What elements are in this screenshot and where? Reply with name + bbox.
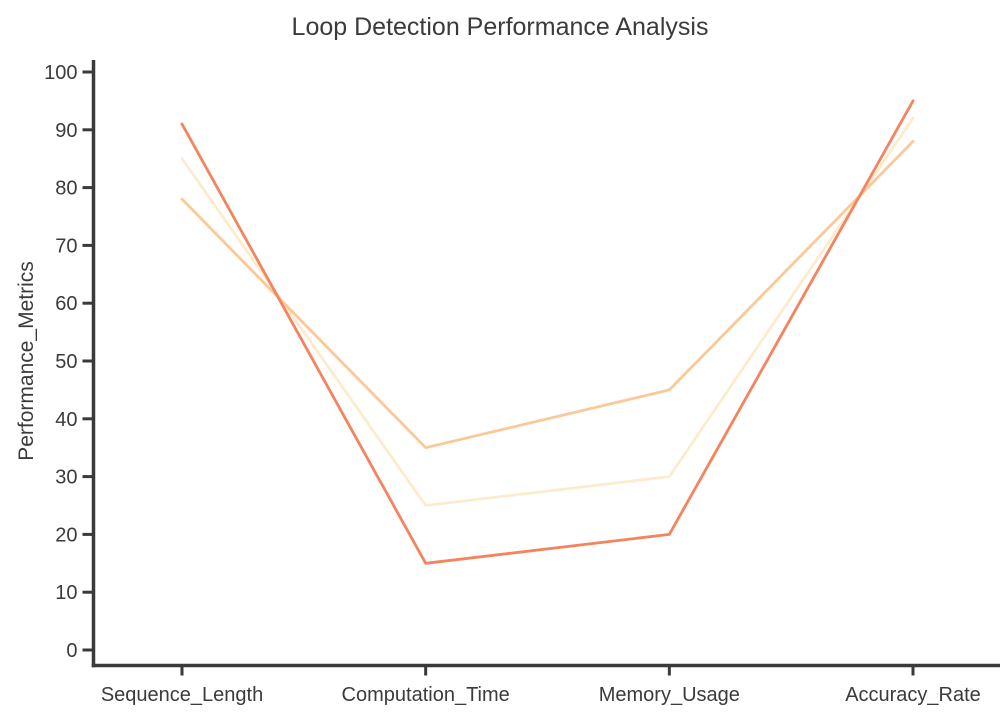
- y-tick-label: 10: [55, 582, 77, 604]
- y-tick-label: 20: [55, 524, 77, 546]
- y-tick-label: 50: [55, 351, 77, 373]
- y-tick-label: 30: [55, 467, 77, 489]
- x-tick-label: Accuracy_Rate: [845, 684, 981, 706]
- x-tick-label: Memory_Usage: [599, 684, 740, 706]
- y-tick-label: 80: [55, 178, 77, 200]
- y-tick-label: 60: [55, 293, 77, 315]
- x-tick-label: Computation_Time: [342, 684, 510, 706]
- series-line-series-3: [180, 99, 915, 565]
- chart-title: Loop Detection Performance Analysis: [291, 13, 709, 41]
- x-tick-label: Sequence_Length: [101, 684, 263, 706]
- y-tick-label: 100: [44, 62, 77, 84]
- y-tick-label: 40: [55, 409, 77, 431]
- y-tick-label: 70: [55, 235, 77, 257]
- y-tick-label: 90: [55, 120, 77, 142]
- y-tick-label: 0: [66, 640, 77, 662]
- series-line-series-2: [180, 139, 915, 450]
- series-line-series-1: [180, 116, 915, 507]
